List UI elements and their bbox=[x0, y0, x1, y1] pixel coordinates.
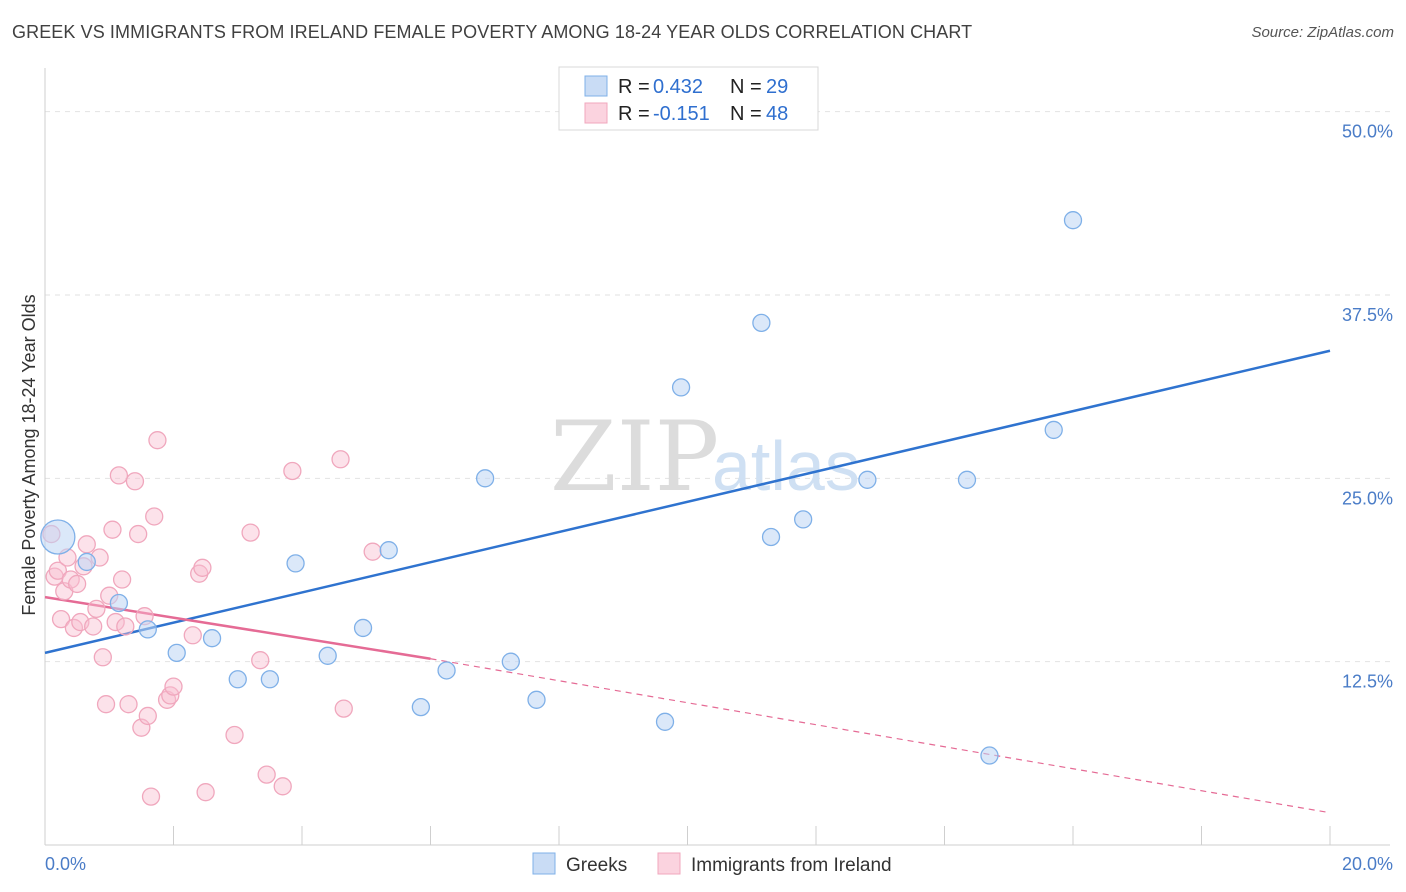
bottom-legend-label-greeks: Greeks bbox=[566, 855, 627, 876]
ireland-point-31 bbox=[141, 787, 161, 806]
x-tick-label-0: 0.0% bbox=[45, 854, 86, 874]
legend-n-value-greeks: 29 bbox=[766, 76, 788, 98]
greeks-point-7 bbox=[260, 670, 280, 689]
greeks-point-6 bbox=[228, 670, 247, 689]
ireland-point-19 bbox=[106, 612, 125, 632]
ireland-point-40 bbox=[241, 523, 260, 542]
y-tick-label-3: 50.0% bbox=[1342, 122, 1393, 142]
ireland-point-13 bbox=[87, 599, 106, 619]
ireland-point-29 bbox=[145, 507, 164, 526]
greeks-point-21 bbox=[752, 313, 771, 333]
ireland-point-16 bbox=[96, 695, 116, 714]
greeks-point-15 bbox=[501, 652, 520, 671]
trend-line-greeks bbox=[44, 349, 1331, 655]
grid-lines bbox=[45, 111, 1390, 663]
bottom-legend-label-ireland: Immigrants from Ireland bbox=[691, 855, 892, 876]
greeks-point-8 bbox=[286, 554, 305, 573]
ireland-point-47 bbox=[363, 542, 382, 561]
greeks-point-18 bbox=[655, 712, 675, 731]
chart-title: GREEK VS IMMIGRANTS FROM IRELAND FEMALE … bbox=[12, 22, 973, 42]
legend-swatch-ireland bbox=[584, 102, 608, 124]
x-tick-labels: 0.0% 20.0% bbox=[45, 854, 1393, 874]
axes bbox=[44, 68, 1390, 846]
ireland-point-44 bbox=[283, 461, 302, 481]
ireland-point-43 bbox=[273, 777, 292, 796]
y-tick-label-1: 25.0% bbox=[1342, 488, 1393, 508]
watermark-zip: ZIP bbox=[550, 401, 719, 513]
legend-n-label-greeks: N = bbox=[730, 76, 762, 98]
ireland-point-12 bbox=[84, 617, 103, 636]
greeks-point-4 bbox=[167, 643, 186, 663]
greeks-point-2 bbox=[109, 593, 129, 613]
ireland-point-11 bbox=[77, 535, 96, 554]
ireland-point-35 bbox=[183, 626, 202, 645]
ireland-point-42 bbox=[257, 765, 276, 784]
greeks-point-1 bbox=[77, 552, 96, 572]
ireland-point-24 bbox=[125, 472, 145, 491]
greeks-point-27 bbox=[1044, 420, 1063, 440]
ireland-point-37 bbox=[193, 558, 212, 577]
ireland-point-3 bbox=[51, 609, 71, 629]
greeks-point-10 bbox=[353, 618, 373, 638]
greeks-point-23 bbox=[794, 510, 813, 529]
ireland-point-25 bbox=[129, 524, 148, 544]
ireland-point-26 bbox=[132, 718, 151, 737]
greeks-point-5 bbox=[202, 629, 222, 648]
ireland-point-21 bbox=[112, 570, 132, 589]
ireland-point-39 bbox=[225, 725, 244, 745]
ireland-point-41 bbox=[251, 651, 270, 670]
ireland-point-46 bbox=[334, 699, 353, 718]
trend-line-ireland-extension bbox=[430, 658, 1331, 814]
trend-lines bbox=[44, 349, 1331, 814]
greeks-point-16 bbox=[527, 690, 546, 709]
ireland-point-2 bbox=[48, 561, 67, 580]
series-ireland-points bbox=[42, 431, 382, 806]
bottom-legend-swatch-ireland bbox=[657, 852, 681, 875]
ireland-point-30 bbox=[148, 431, 167, 450]
ireland-point-45 bbox=[331, 450, 350, 469]
legend-r-value-greeks: 0.432 bbox=[653, 76, 703, 98]
greeks-point-13 bbox=[437, 661, 456, 680]
legend-swatch-greeks bbox=[584, 75, 608, 97]
legend: R = 0.432 N = 29 R = -0.151 N = 48 bbox=[558, 66, 819, 131]
legend-r-value-ireland: -0.151 bbox=[653, 103, 710, 125]
ireland-point-20 bbox=[109, 466, 129, 485]
greeks-point-12 bbox=[411, 697, 431, 717]
ireland-point-22 bbox=[116, 617, 135, 636]
y-tick-labels: 12.5% 25.0% 37.5% 50.0% bbox=[1342, 122, 1393, 692]
ireland-point-23 bbox=[119, 695, 138, 714]
legend-r-label-ireland: R = bbox=[618, 103, 650, 125]
y-tick-label-0: 12.5% bbox=[1342, 672, 1393, 692]
greeks-point-3 bbox=[138, 620, 157, 639]
greeks-point-19 bbox=[671, 378, 691, 397]
greeks-point-22 bbox=[761, 527, 781, 547]
greeks-point-24 bbox=[858, 470, 877, 489]
greeks-point-11 bbox=[379, 541, 398, 560]
bottom-legend: Greeks Immigrants from Ireland bbox=[532, 852, 892, 876]
legend-n-value-ireland: 48 bbox=[766, 103, 788, 125]
chart-source: Source: ZipAtlas.com bbox=[1251, 24, 1394, 41]
y-tick-label-2: 37.5% bbox=[1342, 305, 1393, 325]
greeks-point-28 bbox=[1063, 211, 1083, 230]
ireland-point-18 bbox=[103, 520, 122, 539]
y-axis-label: Female Poverty Among 18-24 Year Olds bbox=[19, 294, 39, 615]
ireland-point-28 bbox=[138, 706, 157, 726]
ireland-point-8 bbox=[67, 574, 87, 594]
greeks-point-25 bbox=[957, 470, 977, 489]
watermark: ZIP atlas bbox=[550, 401, 860, 513]
ireland-point-15 bbox=[93, 648, 112, 667]
trend-line-ireland bbox=[44, 595, 431, 660]
greeks-point-14 bbox=[475, 469, 495, 488]
greeks-point-26 bbox=[980, 746, 999, 765]
greeks-point-0 bbox=[40, 519, 76, 555]
greeks-point-9 bbox=[318, 646, 337, 665]
ireland-point-38 bbox=[196, 783, 215, 802]
x-tick-label-1: 20.0% bbox=[1342, 854, 1393, 874]
legend-r-label-greeks: R = bbox=[618, 76, 650, 98]
ireland-point-34 bbox=[164, 677, 183, 696]
legend-n-label-ireland: N = bbox=[730, 103, 762, 125]
bottom-legend-swatch-greeks bbox=[532, 852, 556, 875]
